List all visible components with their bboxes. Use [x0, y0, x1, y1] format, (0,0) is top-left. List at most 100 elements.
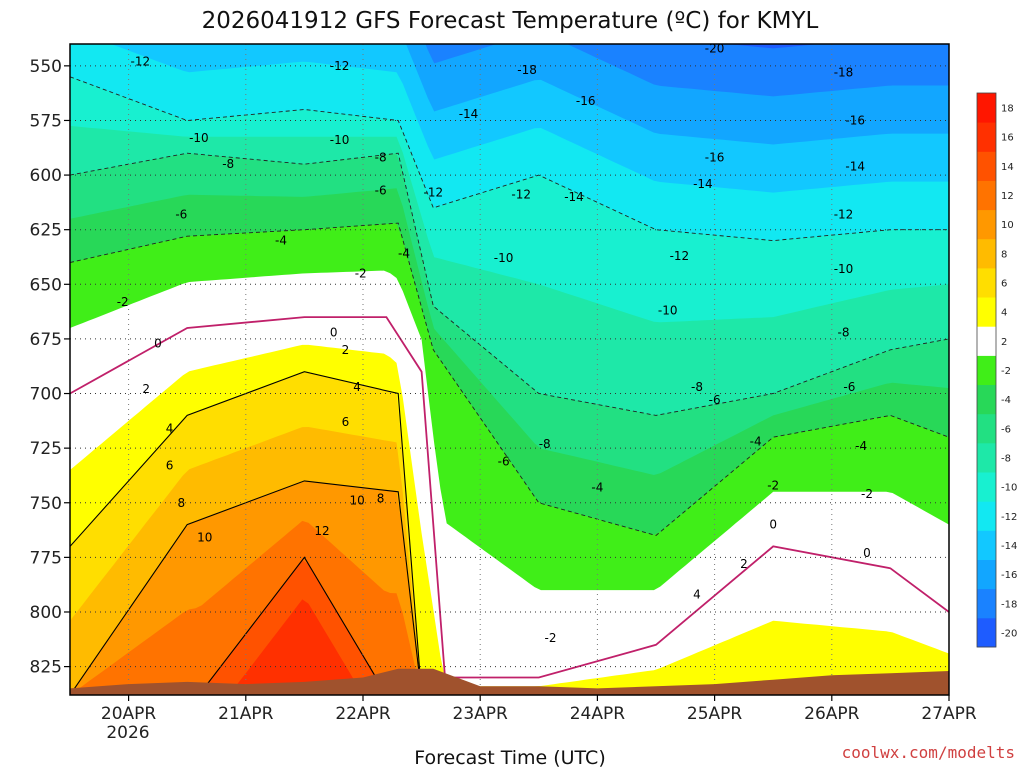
contour-label: -2	[767, 478, 779, 492]
colorbar-tick-label: -10	[1001, 483, 1017, 494]
contour-label: -6	[375, 183, 387, 197]
colorbar-tick-label: -2	[1001, 366, 1011, 377]
credit-link[interactable]: coolwx.com/modelts	[842, 743, 1015, 762]
contour-label: -4	[591, 481, 603, 495]
colorbar-swatch	[977, 238, 996, 269]
colorbar-swatch	[977, 472, 996, 502]
contour-label: 2	[142, 382, 150, 396]
colorbar-swatch	[977, 151, 996, 181]
y-tick-label: 700	[30, 385, 62, 405]
contour-label: -14	[564, 190, 584, 204]
contour-label: 4	[166, 422, 174, 436]
plot-area: -20-18 -18-16-16-16-14-14-14-14-12 -12-12-…	[70, 41, 949, 695]
colorbar-swatch	[977, 93, 996, 123]
contour-label: 0	[863, 546, 871, 560]
contour-label: -8	[691, 380, 703, 394]
contour-label: -8	[222, 157, 234, 171]
x-tick-label: 26APR	[804, 704, 860, 724]
contour-label: -12	[834, 207, 854, 221]
colorbar-swatch	[977, 501, 996, 531]
colorbar-tick-label: -8	[1001, 454, 1011, 465]
contour-label: 2	[740, 557, 748, 571]
x-tick-label: 24APR	[570, 704, 626, 724]
colorbar-swatch	[977, 588, 996, 619]
colorbar-swatch	[977, 326, 996, 356]
isotherm-4	[70, 371, 423, 695]
colorbar-tick-label: -16	[1001, 570, 1017, 581]
contour-label: -16	[705, 151, 725, 165]
x-tick-label: 20APR	[101, 704, 157, 724]
contour-label: -16	[576, 94, 596, 108]
colorbar-swatch	[977, 267, 996, 298]
contour-label: -20	[705, 41, 725, 55]
colorbar-tick-label: 6	[1001, 279, 1007, 290]
contour-label: 0	[330, 325, 338, 339]
contour-label: -12	[130, 55, 150, 69]
contour-label: 8	[377, 491, 385, 505]
colorbar-swatch	[977, 209, 996, 240]
x-tick-label: 23APR	[453, 704, 509, 724]
contour-label: -2	[117, 295, 129, 309]
y-tick-label: 800	[30, 603, 62, 623]
colorbar-frame	[976, 92, 997, 648]
terrain-ground	[70, 668, 949, 695]
colorbar-tick-label: -20	[1001, 628, 1017, 639]
contour-label: 10	[349, 494, 364, 508]
contour-label: -18	[834, 65, 854, 79]
contour-label: 2	[342, 343, 350, 357]
colorbar-tick-label: 14	[1001, 162, 1014, 173]
contour-label: -12	[330, 59, 350, 73]
y-tick-label: 650	[30, 275, 62, 295]
colorbar-tick-label: -18	[1001, 599, 1017, 610]
y-tick-label: 825	[30, 658, 62, 678]
contour-label: -8	[539, 437, 551, 451]
contour-label: -16	[845, 114, 865, 128]
x-tick-label: 22APR	[335, 704, 391, 724]
plot-frame	[69, 43, 950, 696]
colorbar-tick-label: 10	[1001, 220, 1014, 231]
contour-label: -12	[423, 186, 443, 200]
y-tick-label: 725	[30, 439, 62, 459]
fill-band-14	[70, 599, 949, 695]
contour-label: 0	[769, 518, 777, 532]
contour-label: -10	[330, 133, 350, 147]
x-tick-label: 21APR	[218, 704, 274, 724]
y-tick-label: 550	[30, 57, 62, 77]
contour-label: -8	[375, 151, 387, 165]
colorbar-tick-label: 2	[1001, 337, 1007, 348]
y-tick-label: 750	[30, 494, 62, 514]
contour-label: -4	[398, 247, 410, 261]
contour-label: -12	[670, 249, 690, 263]
x-axis: 20APR 21APR 22APR 23APR 24APR 25APR 26APR 27APR	[101, 695, 977, 724]
contour-label: -12	[511, 188, 531, 202]
colorbar-swatch	[977, 617, 996, 648]
y-axis: 550 575 600 625 650 675 700 725 750 775 800 825	[30, 57, 70, 678]
colorbar-tick-label: -14	[1001, 541, 1017, 552]
contour-label: 0	[154, 336, 162, 350]
contour-label: 6	[166, 459, 174, 473]
colorbar-swatch	[977, 122, 996, 152]
contour-label: 4	[353, 380, 361, 394]
contour-label: -4	[855, 439, 867, 453]
x-tick-label: 25APR	[687, 704, 743, 724]
colorbar-swatch	[977, 355, 996, 385]
colorbar-swatch	[977, 559, 996, 590]
y-tick-label: 600	[30, 166, 62, 186]
colorbar-tick-label: 16	[1001, 133, 1014, 144]
isotherm-8	[70, 480, 423, 695]
contour-label: 6	[342, 415, 350, 429]
contour-label: -4	[275, 234, 287, 248]
colorbar-tick-label: -6	[1001, 424, 1011, 435]
x-tick-label: 27APR	[921, 704, 977, 724]
colorbar-tick-label: 8	[1001, 249, 1007, 260]
contour-label: -14	[845, 159, 865, 173]
colorbar-tick-label: 4	[1001, 308, 1007, 319]
isotherm--8	[70, 152, 949, 416]
colorbar: -20 -18 -16 -14 -12 -10 -8 -6 -4 -2 2 4 6 8 10 12 14 16 18	[976, 92, 1017, 648]
contour-label: -8	[838, 325, 850, 339]
contour-label: -10	[658, 304, 678, 318]
colorbar-swatch	[977, 413, 996, 444]
isotherm-12	[198, 556, 387, 695]
y-tick-label: 625	[30, 221, 62, 241]
